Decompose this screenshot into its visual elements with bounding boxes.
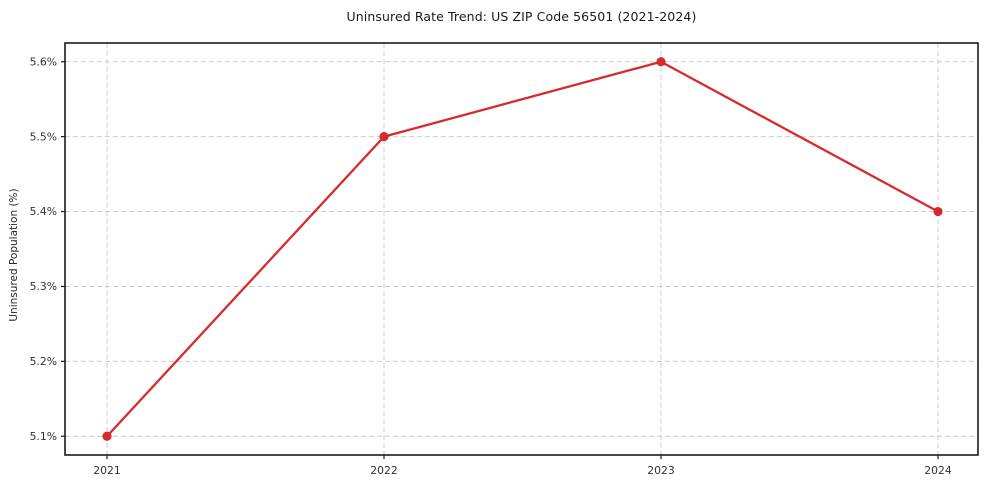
data-point-2022 — [379, 132, 389, 142]
y-tick-label: 5.4% — [30, 205, 57, 218]
trend-line — [105, 60, 940, 438]
data-point-2021 — [102, 431, 112, 441]
x-tick-label: 2023 — [647, 464, 674, 477]
y-tick-label: 5.5% — [30, 130, 57, 143]
plot-border — [64, 42, 979, 456]
y-tick-label: 5.3% — [30, 280, 57, 293]
y-tick-label: 5.1% — [30, 430, 57, 443]
x-tick-label: 2022 — [370, 464, 397, 477]
y-tick-label: 5.6% — [30, 55, 57, 68]
x-tick-label: 2024 — [924, 464, 952, 477]
data-point-2023 — [656, 57, 666, 67]
y-tick-label: 5.2% — [30, 355, 57, 368]
x-tick-label: 2021 — [93, 464, 120, 477]
chart-title: Uninsured Rate Trend: US ZIP Code 56501 … — [346, 9, 697, 24]
data-point-2024 — [933, 206, 943, 217]
